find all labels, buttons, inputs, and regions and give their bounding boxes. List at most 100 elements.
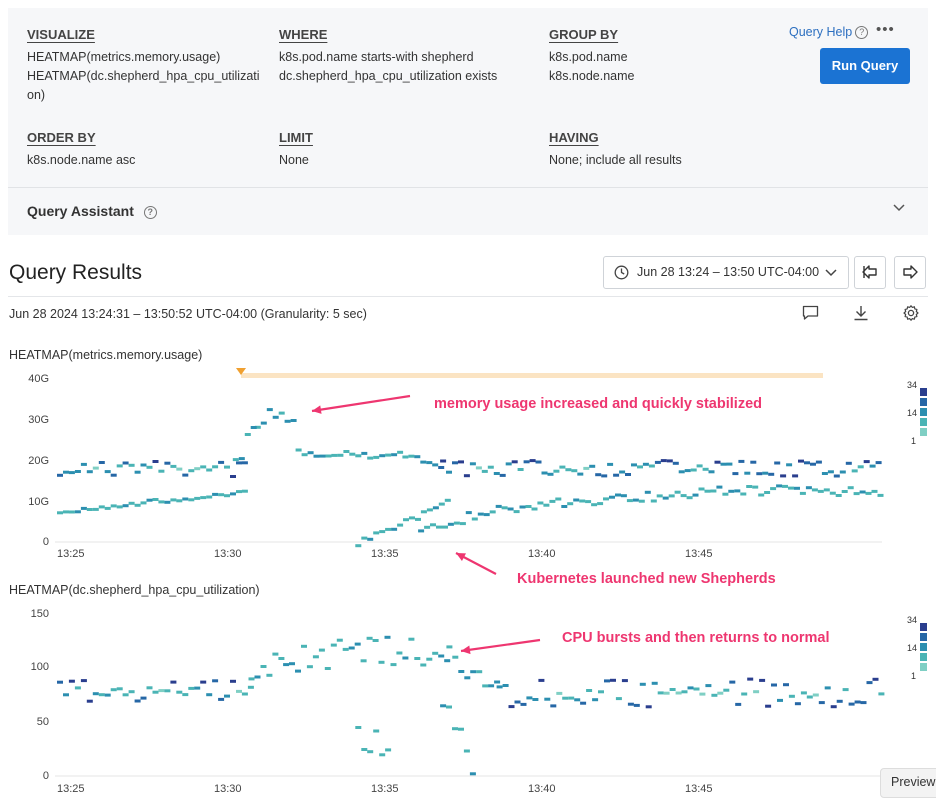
preview-button[interactable]: Preview (880, 768, 936, 798)
arrow-left-icon (862, 265, 877, 279)
page-title: Query Results (9, 261, 143, 284)
heatmap-cell (520, 702, 527, 706)
heatmap-cell (86, 470, 93, 474)
heatmap-cell (444, 498, 451, 502)
heatmap-cell (98, 461, 105, 464)
having-header: HAVING (549, 130, 599, 145)
heatmap-cell (550, 704, 557, 708)
heatmap-cell (63, 693, 69, 697)
heatmap-cell (788, 486, 794, 490)
heatmap-cell (452, 655, 459, 659)
query-assistant-label: Query Assistant (27, 203, 134, 219)
time-back-button[interactable] (854, 256, 886, 289)
heatmap-cell (80, 462, 87, 466)
heatmap-cell (714, 460, 721, 464)
heatmap-cell (420, 460, 427, 464)
heatmap-cell (312, 655, 319, 659)
heatmap-cell (496, 685, 503, 689)
heatmap-cell (260, 421, 267, 425)
heatmap-cell (86, 699, 93, 703)
heatmap-cell (361, 451, 368, 455)
heatmap-cell (98, 505, 105, 509)
query-assistant-toggle[interactable]: Query Assistant ? (27, 203, 157, 219)
heatmap-cell (764, 491, 771, 494)
heatmap-cell (591, 503, 598, 507)
group-by-clause[interactable]: k8s.pod.name k8s.node.name (549, 48, 634, 86)
time-range-picker[interactable]: Jun 28 13:24 – 13:50 UTC-04:00 (603, 256, 849, 289)
heatmap-cell (770, 487, 777, 491)
heatmap-cell (859, 490, 866, 494)
heatmap-cell (531, 507, 538, 511)
having-clause[interactable]: None; include all results (549, 153, 682, 167)
time-forward-button[interactable] (894, 256, 926, 289)
order-by-clause[interactable]: k8s.node.name asc (27, 153, 136, 167)
chart-title-memory: HEATMAP(metrics.memory.usage) (9, 348, 203, 362)
heatmap-cell (637, 465, 643, 469)
heatmap-cell (657, 691, 664, 695)
heatmap-cell (194, 496, 201, 500)
heatmap-cell (768, 472, 775, 476)
x-tick-label: 13:25 (57, 548, 85, 560)
heatmap-cell (426, 461, 433, 465)
more-horizontal-icon[interactable]: ••• (876, 21, 895, 38)
heatmap-cell (696, 464, 703, 468)
annotation-memory: memory usage increased and quickly stabi… (434, 396, 762, 412)
heatmap-cell (567, 502, 574, 506)
heatmap-cell (610, 678, 616, 682)
download-icon[interactable] (853, 305, 869, 321)
legend-min: 1 (911, 671, 917, 681)
heatmap-cell (464, 676, 471, 680)
heatmap-cell (57, 680, 63, 684)
heatmap-cell (621, 679, 628, 683)
heatmap-cell (360, 659, 367, 663)
heatmap-cell (176, 690, 183, 694)
heatmap-cell (74, 470, 81, 473)
heatmap-cell (336, 638, 343, 642)
heatmap-cell (642, 462, 649, 466)
comment-icon[interactable] (802, 305, 819, 321)
heatmap-cell (232, 458, 239, 462)
visualize-clause[interactable]: HEATMAP(metrics.memory.usage) HEATMAP(dc… (27, 48, 260, 105)
heatmap-cell (440, 704, 447, 708)
gear-icon[interactable] (903, 305, 919, 321)
heatmap-cell (402, 455, 409, 459)
heatmap-cell (116, 505, 123, 509)
group-by-header: GROUP BY (549, 27, 619, 42)
heatmap-cell (367, 456, 374, 460)
heatmap-cell (765, 704, 772, 708)
y-tick-label: 20G (28, 455, 49, 467)
heatmap-cell (224, 694, 230, 698)
heatmap-cell (537, 501, 544, 505)
chevron-down-icon[interactable] (892, 203, 906, 213)
heatmap-cell (595, 473, 602, 477)
run-query-button[interactable]: Run Query (820, 48, 910, 84)
heatmap-cell (218, 460, 225, 464)
heatmap-cell (396, 651, 403, 655)
heatmap-cell (361, 748, 368, 751)
heatmap-cell (526, 696, 533, 700)
heatmap-cell (452, 727, 458, 731)
heatmap-cell (702, 467, 709, 471)
heatmap-cell (68, 510, 75, 514)
limit-clause[interactable]: None (279, 153, 309, 167)
heatmap-cell (505, 462, 512, 466)
where-clause[interactable]: k8s.pod.name starts-with shepherd dc.she… (279, 48, 497, 86)
heatmap-cell (92, 507, 99, 511)
heatmap-cell (732, 472, 739, 476)
heatmap-cell (170, 498, 177, 502)
heatmap-cell (92, 466, 99, 470)
heatmap-cell (684, 469, 691, 473)
heatmap-cell (669, 688, 676, 691)
heatmap-cell (806, 695, 813, 699)
heatmap-cell (535, 460, 542, 464)
query-help-link[interactable]: Query Help? (789, 25, 869, 39)
heatmap-cell (342, 647, 349, 651)
heatmap-cell (440, 459, 447, 463)
heatmap-cell (875, 461, 882, 465)
heatmap-cell (408, 637, 415, 641)
heatmap-cell (463, 749, 470, 753)
heatmap-cell (555, 497, 562, 501)
annotation-arrow-shepherds-head (456, 553, 466, 562)
heatmap-cell (236, 689, 242, 693)
heatmap-cell (783, 683, 789, 687)
